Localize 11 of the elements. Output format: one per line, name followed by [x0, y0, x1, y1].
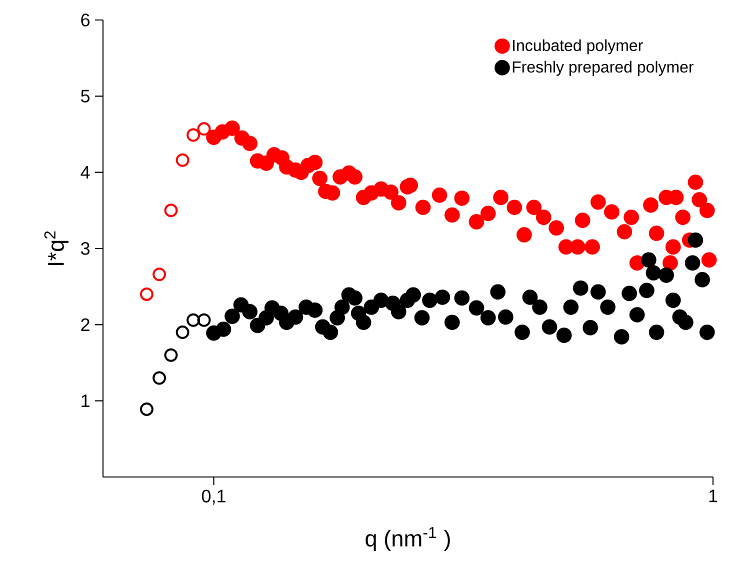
- y-tick-label: 5: [81, 90, 90, 102]
- y-tick-label: 3: [80, 242, 90, 255]
- y-tick-label: 6: [81, 14, 90, 26]
- y-tick-label: 4: [80, 166, 90, 179]
- legend-label: Freshly prepared polymer: [512, 60, 694, 76]
- y-tick-label: 2: [81, 318, 90, 331]
- y-axis-title: I*q$^{2}$: [44, 231, 68, 266]
- legend-label: Incubated polymer: [513, 39, 643, 54]
- x-tick-label: 0,1: [202, 490, 226, 505]
- y-tick-label: 1: [82, 394, 90, 408]
- x-axis-title: q (nm$^{-1}$ ): [366, 527, 450, 552]
